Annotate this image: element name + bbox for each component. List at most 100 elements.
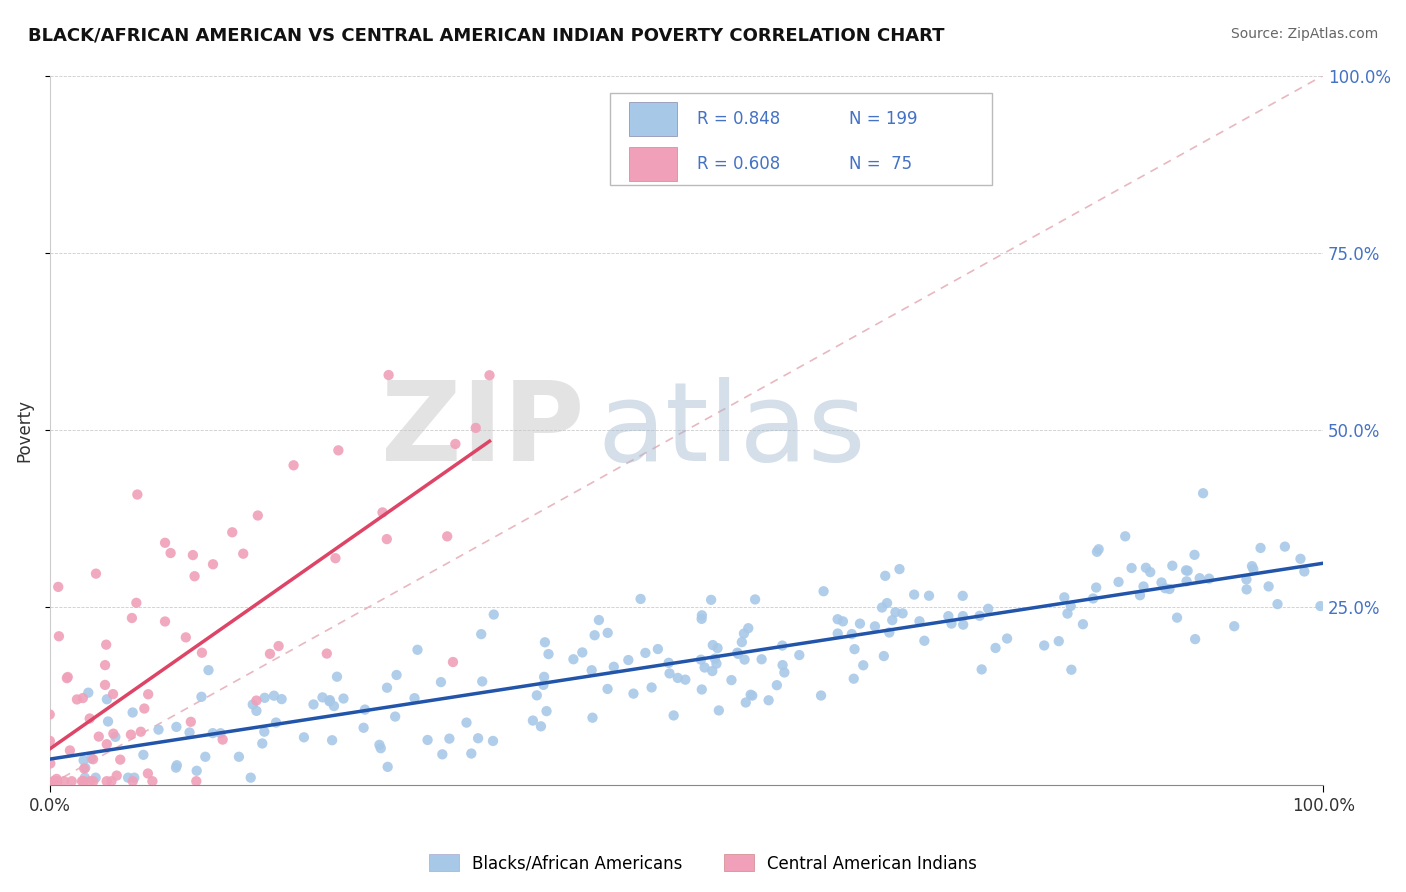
FancyBboxPatch shape: [628, 146, 678, 180]
Point: [72, 753, 94, 767]
Point: [596, 625, 619, 640]
Point: [100, 774, 122, 789]
Point: [810, 689, 832, 703]
Point: [194, 749, 217, 764]
Point: [666, 671, 689, 685]
Point: [690, 608, 713, 623]
Point: [202, 558, 225, 572]
Point: [315, 647, 337, 661]
Point: [377, 760, 399, 774]
Point: [121, 611, 143, 625]
Point: [72, 691, 94, 706]
Point: [159, 546, 181, 560]
Point: [96, 638, 118, 652]
Point: [439, 731, 461, 746]
Point: [1184, 632, 1206, 647]
Point: [482, 607, 505, 622]
Point: [56, 670, 79, 684]
Point: [101, 687, 124, 701]
Point: [1188, 571, 1211, 585]
Point: [121, 706, 143, 720]
Point: [104, 730, 127, 744]
Point: [537, 647, 560, 661]
Text: N = 199: N = 199: [849, 111, 918, 128]
Point: [165, 761, 187, 775]
Point: [77, 686, 100, 700]
Point: [153, 615, 176, 629]
Point: [1053, 591, 1076, 605]
Point: [690, 682, 713, 697]
Point: [1161, 558, 1184, 573]
Point: [45, 772, 67, 786]
Point: [1085, 581, 1108, 595]
Point: [332, 691, 354, 706]
Point: [526, 689, 548, 703]
Point: [731, 635, 754, 649]
Point: [1081, 591, 1104, 606]
Point: [72, 774, 94, 789]
Point: [232, 547, 254, 561]
Point: [321, 733, 343, 747]
Point: [82, 752, 104, 766]
Point: [1033, 639, 1056, 653]
Point: [79, 774, 101, 789]
Point: [581, 711, 603, 725]
Point: [96, 737, 118, 751]
Point: [186, 764, 208, 778]
Point: [326, 670, 349, 684]
Point: [73, 762, 96, 776]
Point: [733, 626, 755, 640]
Point: [903, 588, 925, 602]
Point: [404, 691, 426, 706]
Point: [533, 678, 555, 692]
Point: [737, 621, 759, 635]
Point: [38, 734, 60, 748]
Point: [1177, 564, 1199, 578]
Point: [148, 723, 170, 737]
Point: [375, 532, 398, 546]
Text: BLACK/AFRICAN AMERICAN VS CENTRAL AMERICAN INDIAN POVERTY CORRELATION CHART: BLACK/AFRICAN AMERICAN VS CENTRAL AMERIC…: [28, 27, 945, 45]
Point: [662, 708, 685, 723]
Point: [283, 458, 305, 473]
Point: [384, 709, 406, 723]
Point: [647, 642, 669, 657]
Point: [197, 663, 219, 677]
Point: [706, 657, 728, 671]
Point: [136, 766, 159, 780]
Text: R = 0.608: R = 0.608: [696, 154, 780, 173]
Point: [603, 660, 626, 674]
Point: [995, 632, 1018, 646]
Point: [179, 725, 201, 739]
Point: [1257, 579, 1279, 593]
Point: [79, 711, 101, 725]
Legend: Blacks/African Americans, Central American Indians: Blacks/African Americans, Central Americ…: [422, 847, 984, 880]
Point: [323, 699, 346, 714]
Point: [136, 687, 159, 701]
Point: [827, 612, 849, 626]
Point: [912, 633, 935, 648]
Point: [48, 629, 70, 643]
Point: [66, 692, 89, 706]
Point: [190, 690, 212, 704]
Point: [875, 569, 897, 583]
Point: [882, 613, 904, 627]
Point: [1159, 582, 1181, 596]
Point: [264, 715, 287, 730]
Point: [1154, 581, 1177, 595]
Point: [467, 731, 489, 746]
Point: [1274, 540, 1296, 554]
Point: [562, 652, 585, 666]
Point: [720, 673, 742, 687]
Point: [1135, 561, 1157, 575]
Point: [702, 664, 724, 678]
Point: [725, 646, 748, 660]
Point: [94, 658, 117, 673]
Point: [690, 653, 713, 667]
Point: [263, 689, 285, 703]
Point: [174, 631, 197, 645]
Point: [122, 771, 145, 785]
Point: [1108, 574, 1130, 589]
Point: [977, 601, 1000, 615]
Point: [39, 756, 62, 771]
Point: [938, 609, 960, 624]
